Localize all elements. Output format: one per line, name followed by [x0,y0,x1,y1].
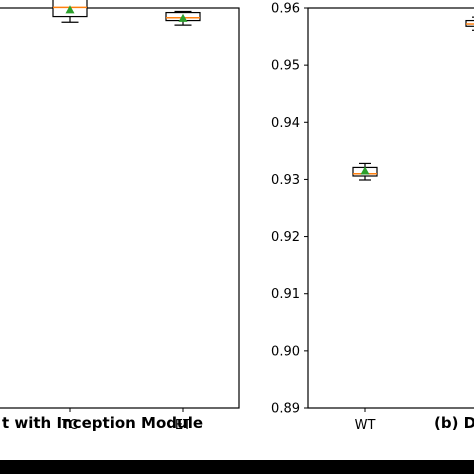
panel-a: TC ET t with Inception Module [0,0,240,433]
box-tc-mean-marker [65,5,75,14]
xtick-label-et: ET [175,418,191,433]
bottom-black-bar [0,460,474,474]
ytick-label-0.93: 0.93 [271,173,300,188]
ytick-label-0.92: 0.92 [271,230,300,245]
ytick-label-0.90: 0.90 [271,344,300,359]
box-wt-mean-marker [360,166,370,175]
panel-a-caption: t with Inception Module [2,414,203,432]
ytick-label-0.89: 0.89 [271,402,300,417]
xtick-label-wt: WT [355,418,376,433]
panel-b-axes-frame [307,7,474,409]
box-t [465,16,474,31]
panel-a-axes-frame [0,7,240,409]
panel-b: 0.890.900.910.920.930.940.950.96 WTT (b)… [271,2,474,433]
ytick-label-0.95: 0.95 [271,59,300,74]
panel-b-caption: (b) D [434,414,474,432]
ytick-label-0.91: 0.91 [271,287,300,302]
ytick-label-0.94: 0.94 [271,116,300,131]
box-et [165,10,201,26]
xtick-label-tc: TC [61,418,78,433]
ytick-label-0.96: 0.96 [271,2,300,17]
box-et-mean-marker [178,13,188,22]
box-tc [52,0,88,23]
box-wt [352,162,378,181]
